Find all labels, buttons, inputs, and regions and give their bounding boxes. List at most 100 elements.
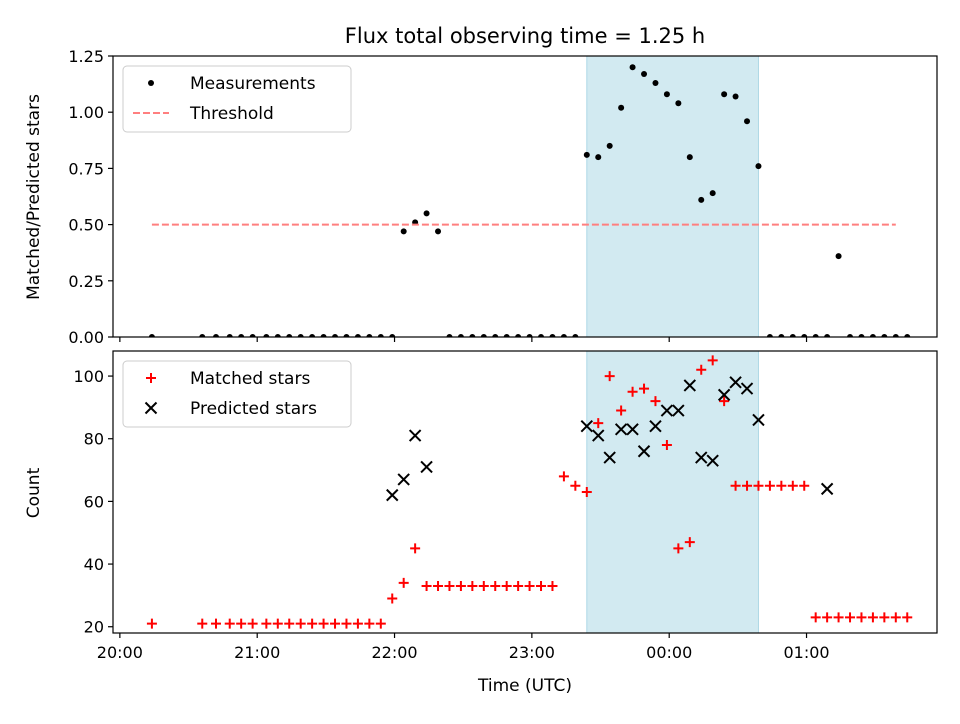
predicted-stars-point — [397, 473, 410, 486]
matched-stars-point — [410, 543, 421, 554]
matched-stars-point — [581, 487, 592, 497]
x-axis-label: Time (UTC) — [477, 676, 572, 696]
matched-stars-point — [845, 612, 856, 623]
matched-stars-point — [536, 581, 547, 591]
measurements-point — [732, 93, 739, 100]
predicted-stars-point — [706, 454, 719, 467]
measurements-point — [892, 334, 899, 337]
measurements-point — [686, 154, 693, 161]
measurements-point — [824, 334, 831, 337]
matched-stars-point — [307, 618, 318, 629]
matched-stars-point — [650, 396, 661, 407]
measurements-point — [526, 334, 533, 337]
matched-stars-point — [398, 577, 409, 588]
matched-stars-point — [318, 618, 329, 629]
measurements-point — [226, 334, 233, 337]
ratio-panel: 0.00 0.25 0.50 0.75 1.00 1.25 Measurements Thre… — [68, 47, 938, 347]
matched-stars-point — [146, 618, 157, 629]
x-tick-label: 23:00 — [509, 643, 555, 662]
predicted-stars-point — [729, 376, 742, 389]
measurements-point — [457, 334, 464, 337]
shaded-interval — [586, 350, 759, 634]
measurements-point — [238, 334, 245, 337]
predicted-stars-point — [614, 423, 628, 436]
y-tick-label: 60 — [84, 492, 104, 511]
measurements-point — [709, 190, 716, 197]
legend-label: Threshold — [189, 104, 274, 124]
measurements-point — [492, 334, 499, 337]
legend-x-swatch — [144, 401, 158, 415]
matched-stars-point — [478, 581, 489, 591]
matched-stars-point — [616, 405, 627, 416]
matched-stars-point — [236, 618, 247, 629]
matched-stars-point — [261, 618, 272, 629]
matched-stars-point — [211, 618, 221, 629]
y-tick-label: 0.25 — [68, 272, 104, 291]
matched-stars-point — [284, 618, 295, 629]
measurements-point — [423, 210, 430, 217]
chart-title: Flux total observing time = 1.25 h — [345, 24, 705, 48]
legend-dot-swatch — [148, 80, 154, 86]
predicted-stars-point — [386, 488, 399, 502]
matched-stars-point — [247, 618, 258, 629]
measurements-point — [560, 334, 567, 337]
predicted-stars-point — [637, 445, 651, 458]
matched-stars-point — [295, 618, 306, 629]
predicted-stars-point — [820, 482, 834, 496]
matched-stars-point — [810, 612, 821, 623]
matched-stars-point — [570, 480, 581, 491]
matched-stars-point — [673, 543, 684, 554]
y-axis-label-ratio: Matched/Predicted stars — [24, 94, 44, 300]
matched-stars-point — [684, 537, 695, 548]
measurements-point — [515, 334, 522, 337]
measurements-point — [332, 334, 339, 337]
measurements-point — [663, 91, 670, 98]
predicted-stars-point — [672, 404, 685, 417]
predicted-stars-point — [603, 451, 616, 464]
y-tick-label: 80 — [84, 430, 104, 449]
legend-label: Matched stars — [190, 369, 310, 389]
measurements-point — [354, 334, 361, 337]
measurements-point — [778, 334, 785, 337]
predicted-stars-point — [740, 382, 754, 395]
plot-area — [146, 355, 913, 629]
y-tick-label: 1.00 — [68, 103, 104, 122]
measurements-point — [766, 334, 773, 337]
measurements-point — [435, 228, 442, 235]
measurements-point — [881, 334, 888, 337]
predicted-stars-point — [752, 413, 765, 427]
predicted-stars-point — [717, 388, 731, 402]
measurements-point — [213, 334, 219, 337]
matched-stars-point — [444, 581, 455, 591]
measurements-point — [469, 334, 476, 337]
measurements-point — [249, 334, 256, 337]
legend-label: Measurements — [190, 74, 316, 94]
measurements-point — [869, 334, 876, 337]
measurements-point — [858, 334, 865, 337]
measurements-point — [629, 64, 636, 71]
measurements-point — [503, 334, 510, 337]
matched-stars-point — [890, 612, 901, 623]
matched-stars-point — [330, 618, 341, 629]
matched-stars-point — [742, 480, 753, 491]
x-tick-label: 00:00 — [646, 643, 692, 662]
measurements-point — [148, 334, 155, 337]
matched-stars-point — [822, 612, 833, 623]
shaded-interval — [586, 55, 759, 338]
matched-stars-point — [856, 612, 867, 623]
matched-stars-point — [421, 581, 432, 591]
matched-stars-point — [341, 618, 352, 629]
matched-stars-point — [879, 612, 890, 623]
matched-stars-point — [639, 383, 650, 394]
measurements-point — [675, 100, 682, 107]
measurements-point — [847, 334, 854, 337]
y-tick-label: 40 — [84, 555, 104, 574]
matched-stars-point — [627, 386, 638, 397]
predicted-stars-point — [660, 404, 674, 417]
matched-stars-point — [902, 612, 913, 623]
measurements-point — [698, 196, 705, 203]
measurements-point — [904, 334, 911, 337]
measurements-point — [744, 118, 751, 125]
